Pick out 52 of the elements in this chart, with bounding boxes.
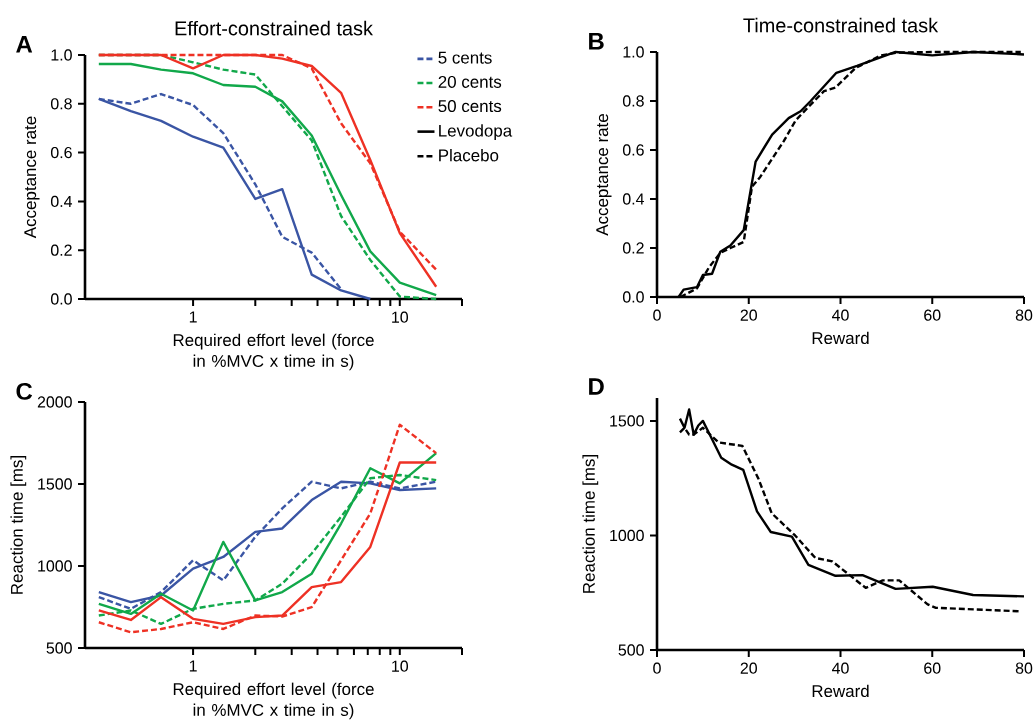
legend-label: 20 cents [438,75,502,88]
x-axis-title: Reward [812,684,869,698]
y-axis-title: Acceptance rate [596,114,612,236]
y-axis-title: Reaction time [ms] [10,456,27,594]
y-tick-label: 0.2 [50,244,72,256]
y-axis-title: Acceptance rate [24,116,40,239]
y-tick-label: 1.0 [623,46,644,58]
y-tick-label: 1000 [38,560,72,572]
text: D [589,378,604,395]
legend-label: Levodopa [439,124,513,141]
y-tick-label: 1000 [610,529,644,542]
legend-label: 50 cents [438,100,502,113]
legend-label: Placebo [439,148,499,162]
legend-label: 5 cents [438,51,492,64]
text: C [16,382,33,400]
x-tick-label: 40 [832,309,849,321]
x-tick-label: 40 [832,662,849,674]
y-tick-label: 0.4 [50,195,73,208]
x-tick-label: 1 [189,660,197,672]
y-tick-label: 500 [46,642,72,654]
y-tick-label: 0.2 [622,242,644,254]
y-tick-label: 0.6 [622,144,644,156]
y-tick-label: 1.0 [51,49,72,61]
y-tick-label: 0.8 [622,95,644,107]
x-tick-label: 80 [1015,309,1033,321]
x-tick-label: 10 [392,660,409,672]
x-tick-label: 20 [740,309,757,321]
y-tick-label: 0.0 [50,293,72,305]
chart-title: Time-constrained task [743,17,939,33]
x-tick-label: 80 [1015,662,1033,674]
x-axis-title: Required effort level (force in %MVC x time in s) [173,333,374,371]
y-tick-label: 0.4 [622,193,645,205]
y-tick-label: 1500 [610,415,644,427]
x-tick-label: 1 [189,311,197,323]
y-tick-label: 1500 [38,478,72,490]
x-tick-label: 20 [740,662,757,674]
y-tick-label: 500 [618,644,644,656]
chart-title: Effort-constrained task [175,20,373,36]
x-tick-label: 0 [653,309,661,321]
y-axis-title: Reaction time [ms] [582,455,599,593]
y-tick-label: 0.0 [622,291,644,303]
y-tick-label: 0.8 [50,98,72,110]
x-tick-label: 60 [924,662,941,674]
x-tick-label: 10 [392,311,409,323]
x-tick-label: 0 [653,662,661,674]
x-axis-title: Required effort level (force in %MVC x time in s) [173,682,374,720]
y-tick-label: 2000 [37,396,72,408]
text: A [16,36,33,53]
x-axis-title: Reward [812,331,869,345]
text: B [589,33,604,50]
x-tick-label: 60 [924,309,941,321]
y-tick-label: 0.6 [50,146,72,159]
